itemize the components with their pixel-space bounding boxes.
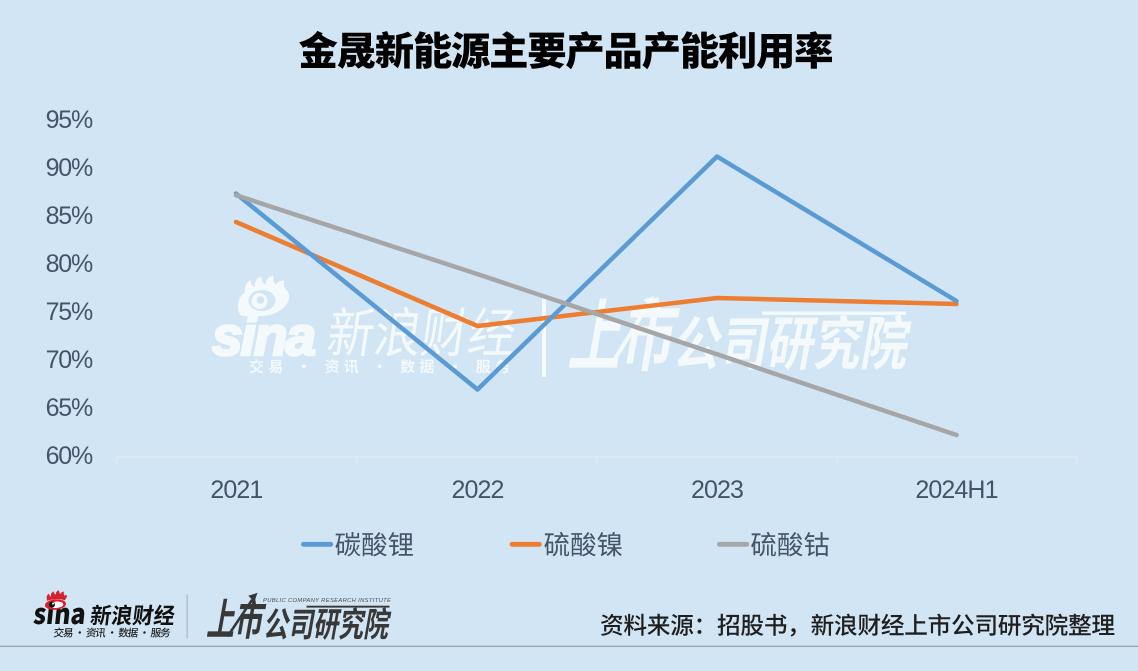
svg-text:sina: sina [212, 305, 314, 367]
svg-text:PUBLIC COMPANY RESEARCH INSTIT: PUBLIC COMPANY RESEARCH INSTITUTE [263, 598, 391, 604]
